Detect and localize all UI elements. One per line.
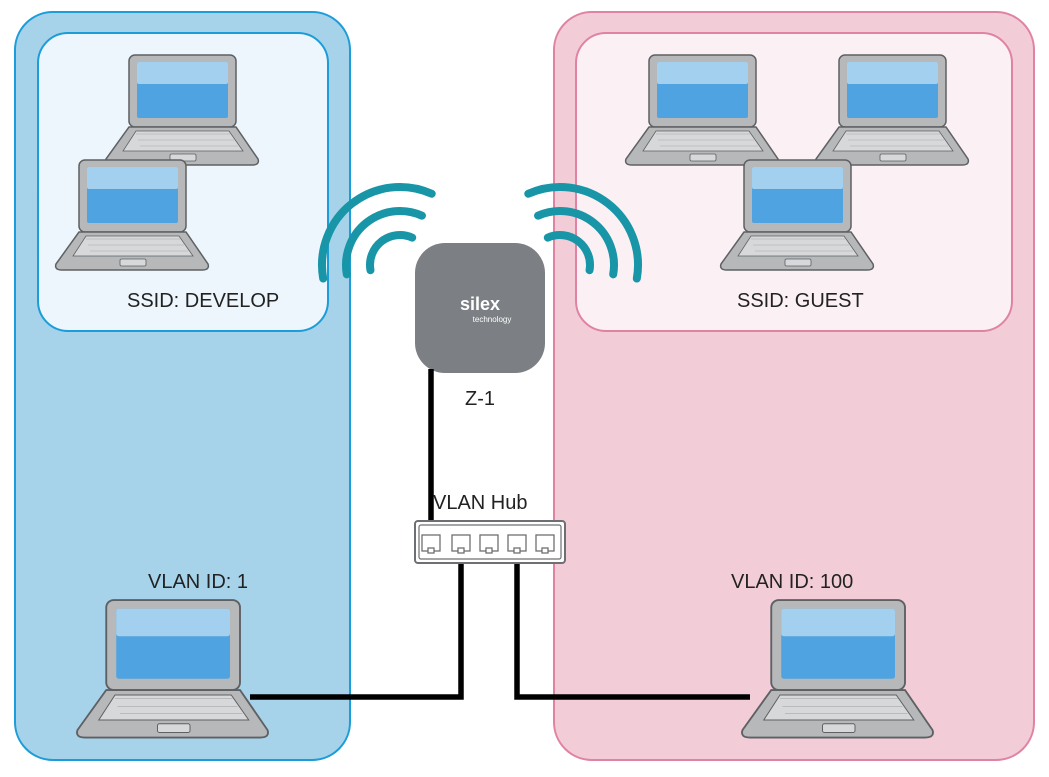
ap-brand-top: silex — [460, 294, 500, 314]
ssid-left-label: SSID: DEVELOP — [127, 290, 279, 312]
laptop-vlan1 — [77, 600, 268, 738]
laptop-guest-2 — [816, 55, 969, 165]
ssid-right-label: SSID: GUEST — [737, 290, 864, 312]
laptop-guest-3 — [721, 160, 874, 270]
vlan-left-label: VLAN ID: 1 — [148, 571, 248, 593]
access-point: silextechnology — [415, 243, 545, 373]
laptop-develop-1 — [106, 55, 259, 165]
ap-label: Z-1 — [465, 388, 495, 410]
ap-brand-bottom: technology — [473, 315, 512, 324]
laptop-vlan100 — [742, 600, 933, 738]
vlan-hub — [415, 521, 565, 563]
laptop-guest-1 — [626, 55, 779, 165]
laptop-develop-2 — [56, 160, 209, 270]
hub-label: VLAN Hub — [433, 492, 528, 514]
vlan-right-label: VLAN ID: 100 — [731, 571, 853, 593]
